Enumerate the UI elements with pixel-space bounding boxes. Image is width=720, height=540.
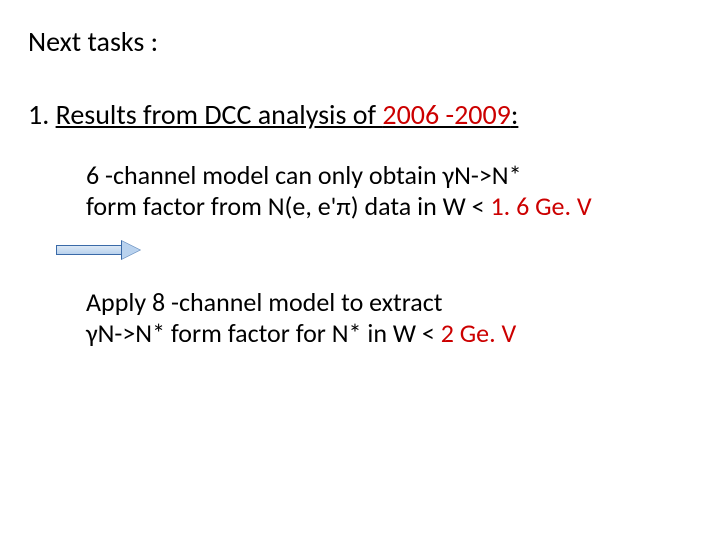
slide: Next tasks : 1. Results from DCC analysi…: [0, 0, 720, 540]
p1-line2a: form factor from N(e, e'π) data in W <: [86, 190, 490, 222]
heading-colon: :: [511, 97, 519, 132]
heading-number: 1.: [28, 97, 49, 132]
paragraph-2: Apply 8 -channel model to extract γN->N*…: [86, 287, 646, 348]
p1-line1: 6 -channel model can only obtain γN->N*: [86, 159, 522, 191]
p2-line2-red: 2 Ge. V: [441, 317, 517, 349]
body-block: 6 -channel model can only obtain γN->N* …: [86, 160, 646, 349]
p1-line2-red: 1. 6 Ge. V: [490, 190, 591, 222]
paragraph-1: 6 -channel model can only obtain γN->N* …: [86, 160, 646, 221]
arrow-container: [86, 221, 646, 287]
p2-line2a: γN->N* form factor for N* in W <: [86, 317, 441, 349]
section-heading: 1. Results from DCC analysis of 2006 -20…: [28, 97, 692, 132]
heading-text: Results from DCC analysis of: [56, 97, 383, 132]
arrow-icon: [56, 241, 142, 259]
heading-years: 2006 -2009: [382, 97, 510, 132]
slide-title: Next tasks :: [28, 24, 692, 59]
p2-line1: Apply 8 -channel model to extract: [86, 286, 442, 318]
